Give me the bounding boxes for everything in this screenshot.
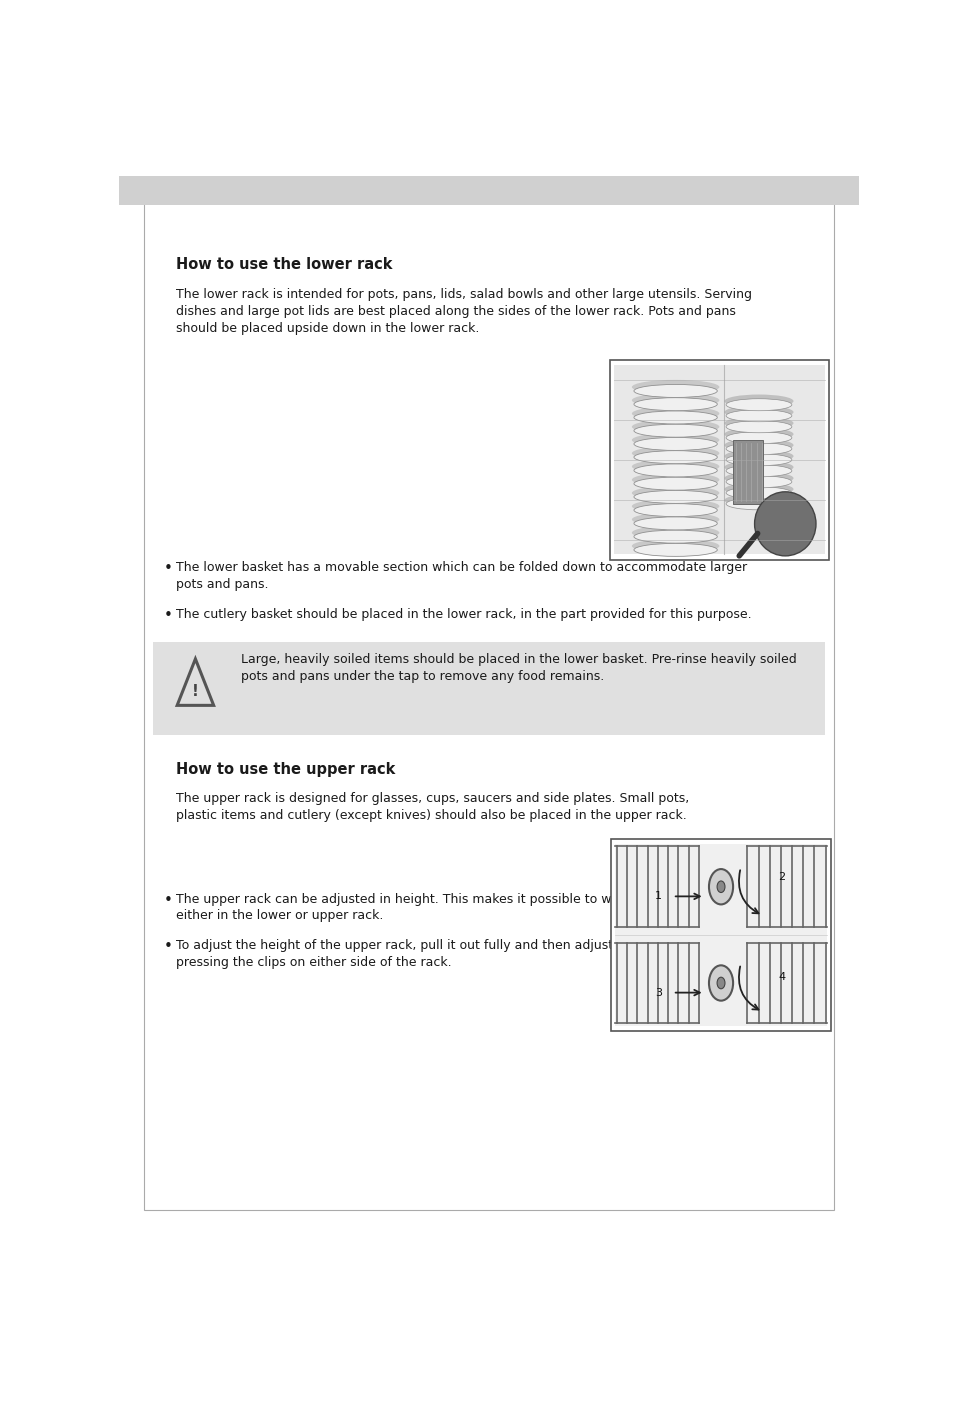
Ellipse shape [634,491,717,503]
Text: How to use the lower rack: How to use the lower rack [175,257,392,273]
Ellipse shape [723,416,793,430]
Ellipse shape [634,384,717,398]
Ellipse shape [725,465,791,477]
Ellipse shape [634,437,717,450]
Text: either in the lower or upper rack.: either in the lower or upper rack. [175,910,383,922]
Ellipse shape [754,492,815,555]
Ellipse shape [725,498,791,510]
Ellipse shape [631,446,719,460]
Text: dishes and large pot lids are best placed along the sides of the lower rack. Pot: dishes and large pot lids are best place… [175,305,735,318]
Ellipse shape [725,420,791,433]
Ellipse shape [631,526,719,540]
Ellipse shape [631,512,719,527]
FancyBboxPatch shape [609,360,828,560]
Ellipse shape [723,471,793,485]
Ellipse shape [725,409,791,422]
Text: The lower basket has a movable section which can be folded down to accommodate l: The lower basket has a movable section w… [175,561,746,575]
Ellipse shape [725,443,791,454]
Text: The cutlery basket should be placed in the lower rack, in the part provided for : The cutlery basket should be placed in t… [175,607,751,620]
Ellipse shape [631,499,719,513]
FancyBboxPatch shape [119,176,858,205]
Text: plastic items and cutlery (except knives) should also be placed in the upper rac: plastic items and cutlery (except knives… [175,810,686,823]
Ellipse shape [631,419,719,434]
Circle shape [708,966,732,1001]
Ellipse shape [634,451,717,464]
Circle shape [717,977,724,988]
Ellipse shape [634,477,717,491]
Ellipse shape [631,472,719,486]
FancyBboxPatch shape [611,838,830,1031]
Ellipse shape [631,380,719,394]
Ellipse shape [723,494,793,506]
Ellipse shape [634,543,717,557]
Text: !: ! [192,685,198,699]
Ellipse shape [723,405,793,419]
Text: How to use the upper rack: How to use the upper rack [175,762,395,776]
FancyBboxPatch shape [152,643,824,735]
FancyBboxPatch shape [144,177,833,1211]
Text: To adjust the height of the upper rack, pull it out fully and then adjust its he: To adjust the height of the upper rack, … [175,939,694,952]
Ellipse shape [723,427,793,440]
Text: Large, heavily soiled items should be placed in the lower basket. Pre-rinse heav: Large, heavily soiled items should be pl… [241,654,796,666]
Ellipse shape [725,454,791,465]
Text: •: • [163,893,172,907]
Ellipse shape [634,464,717,477]
Text: 1: 1 [654,891,661,901]
Text: 3: 3 [654,987,661,998]
Text: The lower rack is intended for pots, pans, lids, salad bowls and other large ute: The lower rack is intended for pots, pan… [175,288,751,301]
Ellipse shape [725,486,791,499]
Ellipse shape [634,530,717,543]
Circle shape [717,882,724,893]
FancyBboxPatch shape [613,366,824,554]
Ellipse shape [634,425,717,437]
Text: •: • [163,561,172,576]
Ellipse shape [725,432,791,444]
Ellipse shape [723,439,793,451]
FancyBboxPatch shape [615,844,826,1026]
Text: should be placed upside down in the lower rack.: should be placed upside down in the lowe… [175,322,478,335]
Circle shape [708,869,732,904]
Ellipse shape [634,398,717,411]
FancyBboxPatch shape [732,440,762,503]
Text: 4: 4 [778,972,784,983]
Ellipse shape [723,461,793,474]
Ellipse shape [631,433,719,447]
Ellipse shape [631,406,719,420]
Text: The upper rack is designed for glasses, cups, saucers and side plates. Small pot: The upper rack is designed for glasses, … [175,793,688,806]
Text: •: • [163,939,172,953]
Text: pots and pans.: pots and pans. [175,578,268,592]
Ellipse shape [634,411,717,425]
Text: pressing the clips on either side of the rack.: pressing the clips on either side of the… [175,956,451,969]
Ellipse shape [631,538,719,553]
Text: 2: 2 [778,872,784,882]
Ellipse shape [723,482,793,496]
Text: pots and pans under the tap to remove any food remains.: pots and pans under the tap to remove an… [241,671,604,683]
Ellipse shape [634,503,717,516]
Text: The upper rack can be adjusted in height. This makes it possible to wash large i: The upper rack can be adjusted in height… [175,893,707,905]
Ellipse shape [725,475,791,488]
Ellipse shape [631,486,719,501]
Ellipse shape [631,460,719,474]
Ellipse shape [631,394,719,408]
Ellipse shape [634,517,717,530]
Text: •: • [163,607,172,623]
Ellipse shape [723,395,793,408]
Ellipse shape [723,450,793,463]
Ellipse shape [725,399,791,411]
